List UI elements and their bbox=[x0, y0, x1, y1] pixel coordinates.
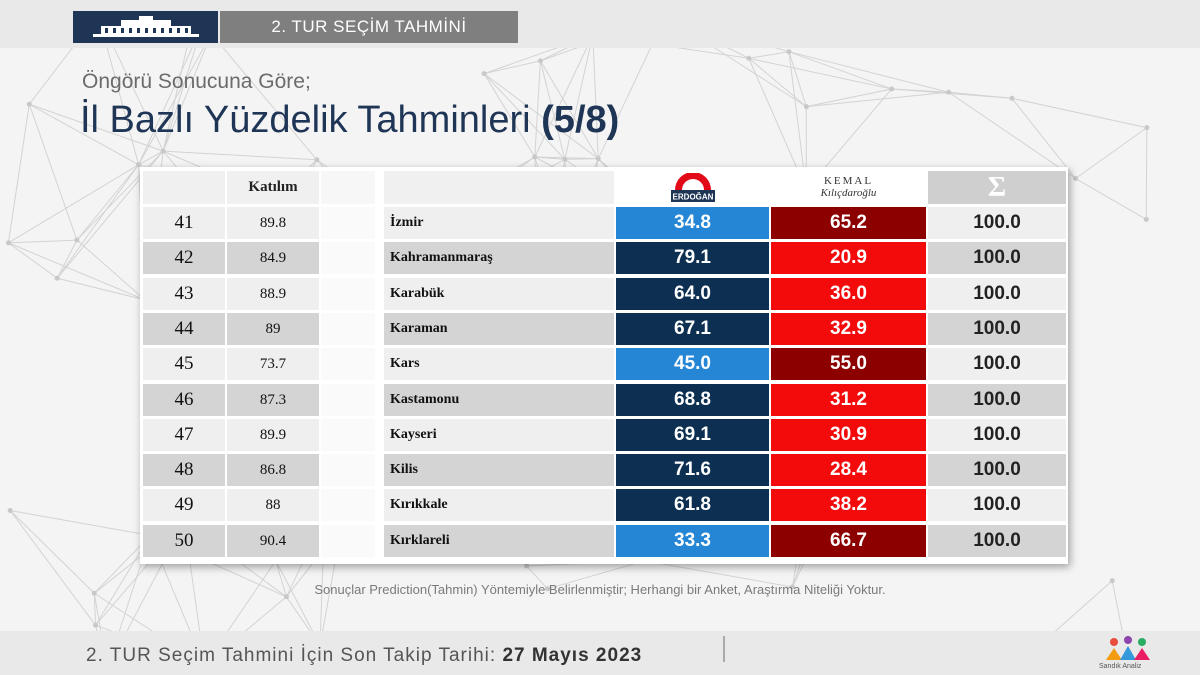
deadline-prefix: 2. TUR Seçim Tahmini İçin Son Takip Tari… bbox=[86, 645, 497, 666]
header-kilicdaroglu: KEMAL Kılıçdaroğlu bbox=[771, 171, 926, 204]
bottom-bar bbox=[0, 631, 1200, 675]
row-kilicdaroglu-value: 20.9 bbox=[771, 242, 926, 274]
row-city: İzmir bbox=[384, 207, 614, 239]
row-total: 100.0 bbox=[928, 419, 1066, 451]
row-number: 48 bbox=[143, 454, 225, 486]
row-city: Kars bbox=[384, 348, 614, 380]
row-kilicdaroglu-value: 36.0 bbox=[771, 278, 926, 310]
row-city: Kilis bbox=[384, 454, 614, 486]
row-kilicdaroglu-value: 32.9 bbox=[771, 313, 926, 345]
row-spacer bbox=[321, 454, 375, 486]
row-spacer bbox=[321, 348, 375, 380]
row-katilim: 87.3 bbox=[227, 384, 319, 416]
erdogan-logo-text: ERDOĞAN bbox=[672, 192, 713, 201]
row-erdogan-value: 71.6 bbox=[616, 454, 769, 486]
row-katilim: 86.8 bbox=[227, 454, 319, 486]
row-kilicdaroglu-value: 66.7 bbox=[771, 525, 926, 557]
row-katilim: 89.9 bbox=[227, 419, 319, 451]
row-number: 43 bbox=[143, 278, 225, 310]
row-erdogan-value: 33.3 bbox=[616, 525, 769, 557]
deadline-text: 2. TUR Seçim Tahmini İçin Son Takip Tari… bbox=[86, 645, 642, 667]
row-erdogan-value: 34.8 bbox=[616, 207, 769, 239]
row-spacer bbox=[321, 278, 375, 310]
row-total: 100.0 bbox=[928, 313, 1066, 345]
row-kilicdaroglu-value: 28.4 bbox=[771, 454, 926, 486]
row-city: Karabük bbox=[384, 278, 614, 310]
row-city: Karaman bbox=[384, 313, 614, 345]
row-spacer bbox=[321, 242, 375, 274]
subtitle-part: (5/8) bbox=[541, 99, 620, 141]
sandik-analiz-logo-icon bbox=[1106, 636, 1150, 660]
row-erdogan-value: 61.8 bbox=[616, 489, 769, 521]
row-katilim: 73.7 bbox=[227, 348, 319, 380]
header-katilim: Katılım bbox=[227, 171, 319, 204]
subtitle-small: Öngörü Sonucuna Göre; bbox=[82, 70, 311, 93]
row-spacer bbox=[321, 525, 375, 557]
row-katilim: 84.9 bbox=[227, 242, 319, 274]
row-number: 46 bbox=[143, 384, 225, 416]
erdogan-logo-icon: ERDOĞAN bbox=[670, 172, 715, 202]
row-number: 41 bbox=[143, 207, 225, 239]
row-city: Kahramanmaraş bbox=[384, 242, 614, 274]
row-number: 45 bbox=[143, 348, 225, 380]
row-erdogan-value: 67.1 bbox=[616, 313, 769, 345]
row-spacer bbox=[321, 419, 375, 451]
row-number: 50 bbox=[143, 525, 225, 557]
header-spacer bbox=[321, 171, 375, 204]
row-total: 100.0 bbox=[928, 207, 1066, 239]
deadline-date: 27 Mayıs 2023 bbox=[502, 645, 643, 666]
footer-divider bbox=[723, 636, 725, 662]
row-kilicdaroglu-value: 30.9 bbox=[771, 419, 926, 451]
row-erdogan-value: 69.1 bbox=[616, 419, 769, 451]
row-spacer bbox=[321, 313, 375, 345]
kemal-logo-bottom: Kılıçdaroğlu bbox=[820, 187, 877, 199]
row-katilim: 88 bbox=[227, 489, 319, 521]
row-katilim: 88.9 bbox=[227, 278, 319, 310]
row-total: 100.0 bbox=[928, 525, 1066, 557]
row-total: 100.0 bbox=[928, 454, 1066, 486]
row-city: Kırklareli bbox=[384, 525, 614, 557]
row-katilim: 89.8 bbox=[227, 207, 319, 239]
row-number: 47 bbox=[143, 419, 225, 451]
page-title-banner: 2. TUR SEÇİM TAHMİNİ bbox=[220, 11, 518, 43]
header-il-cell bbox=[384, 171, 614, 204]
header-erdogan: ERDOĞAN bbox=[616, 171, 769, 204]
footnote: Sonuçlar Prediction(Tahmin) Yöntemiyle B… bbox=[314, 582, 886, 597]
row-erdogan-value: 45.0 bbox=[616, 348, 769, 380]
subtitle-main: İl Bazlı Yüzdelik Tahminleri (5/8) bbox=[80, 99, 619, 142]
row-katilim: 90.4 bbox=[227, 525, 319, 557]
row-total: 100.0 bbox=[928, 489, 1066, 521]
row-number: 49 bbox=[143, 489, 225, 521]
row-total: 100.0 bbox=[928, 242, 1066, 274]
row-katilim: 89 bbox=[227, 313, 319, 345]
brand-name: Sandık Analiz bbox=[1099, 663, 1142, 670]
row-kilicdaroglu-value: 31.2 bbox=[771, 384, 926, 416]
presidential-complex-logo bbox=[73, 11, 218, 43]
row-total: 100.0 bbox=[928, 384, 1066, 416]
subtitle-main-text: İl Bazlı Yüzdelik Tahminleri bbox=[80, 99, 531, 141]
row-city: Kastamonu bbox=[384, 384, 614, 416]
kemal-logo-top: KEMAL bbox=[823, 175, 874, 187]
row-spacer bbox=[321, 207, 375, 239]
row-erdogan-value: 79.1 bbox=[616, 242, 769, 274]
row-spacer bbox=[321, 384, 375, 416]
building-icon bbox=[92, 16, 199, 37]
row-kilicdaroglu-value: 38.2 bbox=[771, 489, 926, 521]
row-number: 44 bbox=[143, 313, 225, 345]
row-spacer bbox=[321, 489, 375, 521]
header-sum: Σ bbox=[928, 171, 1066, 204]
row-kilicdaroglu-value: 65.2 bbox=[771, 207, 926, 239]
row-total: 100.0 bbox=[928, 348, 1066, 380]
row-number: 42 bbox=[143, 242, 225, 274]
header-no-cell bbox=[143, 171, 225, 204]
row-total: 100.0 bbox=[928, 278, 1066, 310]
row-city: Kırıkkale bbox=[384, 489, 614, 521]
row-city: Kayseri bbox=[384, 419, 614, 451]
row-erdogan-value: 64.0 bbox=[616, 278, 769, 310]
row-erdogan-value: 68.8 bbox=[616, 384, 769, 416]
row-kilicdaroglu-value: 55.0 bbox=[771, 348, 926, 380]
